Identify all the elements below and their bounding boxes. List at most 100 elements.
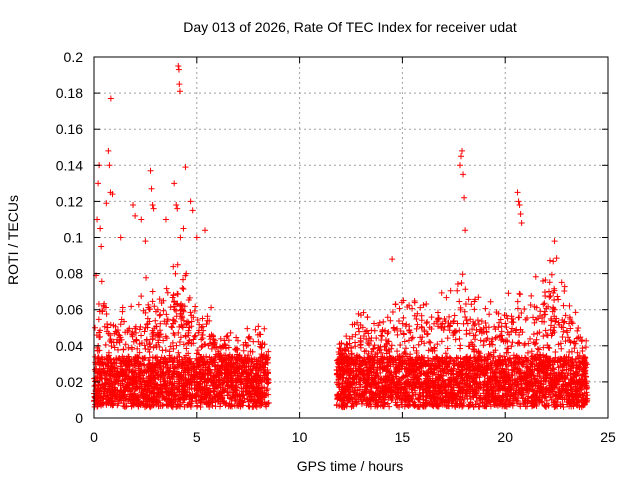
data-point	[135, 301, 142, 308]
data-point	[110, 322, 117, 329]
data-point	[257, 377, 264, 384]
data-point	[190, 340, 197, 347]
data-point	[514, 394, 521, 401]
data-point	[566, 392, 573, 399]
data-point	[397, 342, 404, 349]
data-point	[101, 382, 108, 389]
data-point	[160, 337, 167, 344]
data-point	[265, 348, 272, 355]
data-point	[405, 337, 412, 344]
data-point	[171, 306, 178, 313]
data-point	[253, 356, 260, 363]
data-point	[238, 358, 245, 365]
data-point	[227, 402, 234, 409]
data-point	[335, 376, 342, 383]
data-point	[496, 319, 503, 326]
data-point	[132, 385, 139, 392]
data-point	[123, 371, 130, 378]
data-point	[232, 346, 239, 353]
data-point	[157, 320, 164, 327]
data-point	[229, 403, 236, 410]
data-point	[547, 326, 554, 333]
data-point	[340, 397, 347, 404]
data-point	[151, 303, 158, 310]
data-point	[138, 332, 145, 339]
data-point	[109, 402, 116, 409]
data-point	[212, 351, 219, 358]
data-point	[573, 335, 580, 342]
data-point	[187, 309, 194, 316]
data-point	[540, 368, 547, 375]
data-point	[417, 304, 424, 311]
data-point	[357, 321, 364, 328]
data-point	[536, 329, 543, 336]
data-point	[493, 334, 500, 341]
data-point	[512, 379, 519, 386]
data-point	[206, 340, 213, 347]
data-point	[162, 333, 169, 340]
data-point	[472, 336, 479, 343]
data-point	[120, 357, 127, 364]
data-point	[259, 355, 266, 362]
data-point	[244, 325, 251, 332]
data-point	[200, 358, 207, 365]
data-point	[352, 331, 359, 338]
data-point	[582, 344, 589, 351]
data-point	[483, 369, 490, 376]
data-point	[372, 396, 379, 403]
data-point	[438, 289, 445, 296]
data-point	[389, 309, 396, 316]
data-point	[132, 323, 139, 330]
data-point	[164, 289, 171, 296]
data-point	[153, 343, 160, 350]
data-point	[482, 370, 489, 377]
data-point	[560, 319, 567, 326]
data-point	[414, 321, 421, 328]
data-point	[505, 290, 512, 297]
data-point	[149, 327, 156, 334]
data-point	[438, 338, 445, 345]
data-point	[489, 393, 496, 400]
data-point	[169, 339, 176, 346]
data-point	[165, 395, 172, 402]
data-point	[170, 298, 177, 305]
data-point	[411, 363, 418, 370]
data-point	[540, 301, 547, 308]
data-point	[514, 298, 521, 305]
data-point	[153, 332, 160, 339]
data-point	[360, 309, 367, 316]
data-point	[195, 351, 202, 358]
data-point	[521, 399, 528, 406]
data-point	[143, 274, 150, 281]
data-point	[182, 367, 189, 374]
data-point	[485, 351, 492, 358]
data-point	[222, 367, 229, 374]
data-point	[541, 300, 548, 307]
data-point	[435, 323, 442, 330]
data-point	[107, 380, 114, 387]
data-point	[232, 347, 239, 354]
data-point	[432, 397, 439, 404]
data-point	[186, 337, 193, 344]
data-point	[234, 351, 241, 358]
data-point	[388, 342, 395, 349]
data-point	[547, 367, 554, 374]
data-point	[220, 379, 227, 386]
data-point	[188, 323, 195, 330]
data-point	[146, 340, 153, 347]
data-point	[182, 394, 189, 401]
data-point	[487, 374, 494, 381]
data-point	[357, 381, 364, 388]
data-point	[95, 316, 102, 323]
data-point	[432, 393, 439, 400]
data-point	[553, 255, 560, 262]
data-point	[388, 345, 395, 352]
data-point	[148, 396, 155, 403]
data-point	[181, 366, 188, 373]
data-point	[120, 391, 127, 398]
data-point	[547, 293, 554, 300]
data-point	[483, 360, 490, 367]
data-point	[241, 375, 248, 382]
data-point	[144, 385, 151, 392]
